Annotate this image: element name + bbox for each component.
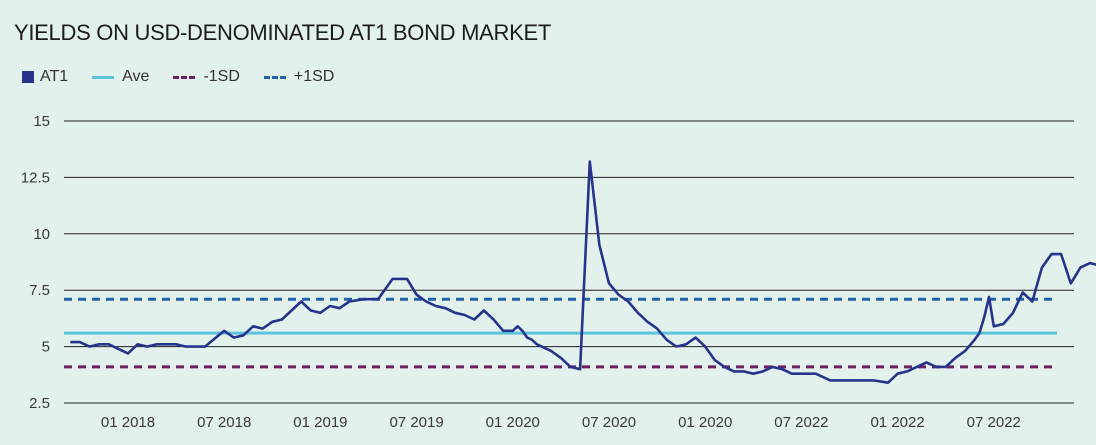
y-tick-label: 10 (33, 226, 50, 243)
x-tick-label: 01 2020 (486, 414, 540, 431)
x-tick-label: 07 2022 (967, 414, 1021, 431)
legend-item-minus1sd: -1SD (173, 68, 240, 86)
at1-series-line (70, 160, 1096, 385)
legend-item-at1: AT1 (22, 68, 68, 86)
y-tick-label: 7.5 (29, 282, 50, 299)
x-tick-label: 07 2018 (197, 414, 251, 431)
legend-swatch-at1 (22, 71, 34, 83)
legend-item-plus1sd: +1SD (263, 68, 335, 86)
legend-label-ave: Ave (122, 68, 150, 85)
legend-label-at1: AT1 (40, 68, 69, 85)
x-tick-label: 01 2018 (101, 414, 155, 431)
legend-swatch-minus1sd (173, 75, 196, 79)
x-tick-label: 01 2019 (293, 414, 347, 431)
legend-label-minus1sd: -1SD (203, 68, 240, 85)
legend-item-ave: Ave (92, 68, 149, 86)
y-tick-label: 12.5 (21, 169, 50, 186)
x-tick-label: 07 2022 (774, 414, 828, 431)
legend-label-plus1sd: +1SD (293, 68, 335, 85)
y-tick-label: 5 (42, 339, 50, 356)
x-tick-label: 07 2019 (389, 414, 443, 431)
y-tick-label: 2.5 (29, 395, 50, 412)
x-tick-label: 01 2022 (870, 414, 924, 431)
chart-title: YIELDS ON USD-DENOMINATED AT1 BOND MARKE… (14, 20, 551, 45)
y-tick-label: 15 (33, 113, 50, 130)
x-tick-label: 07 2020 (582, 414, 636, 431)
x-tick-label: 01 2020 (678, 414, 732, 431)
legend-swatch-plus1sd (263, 75, 286, 79)
legend-swatch-ave (92, 75, 115, 79)
legend: AT1 Ave -1SD +1SD (22, 68, 358, 86)
